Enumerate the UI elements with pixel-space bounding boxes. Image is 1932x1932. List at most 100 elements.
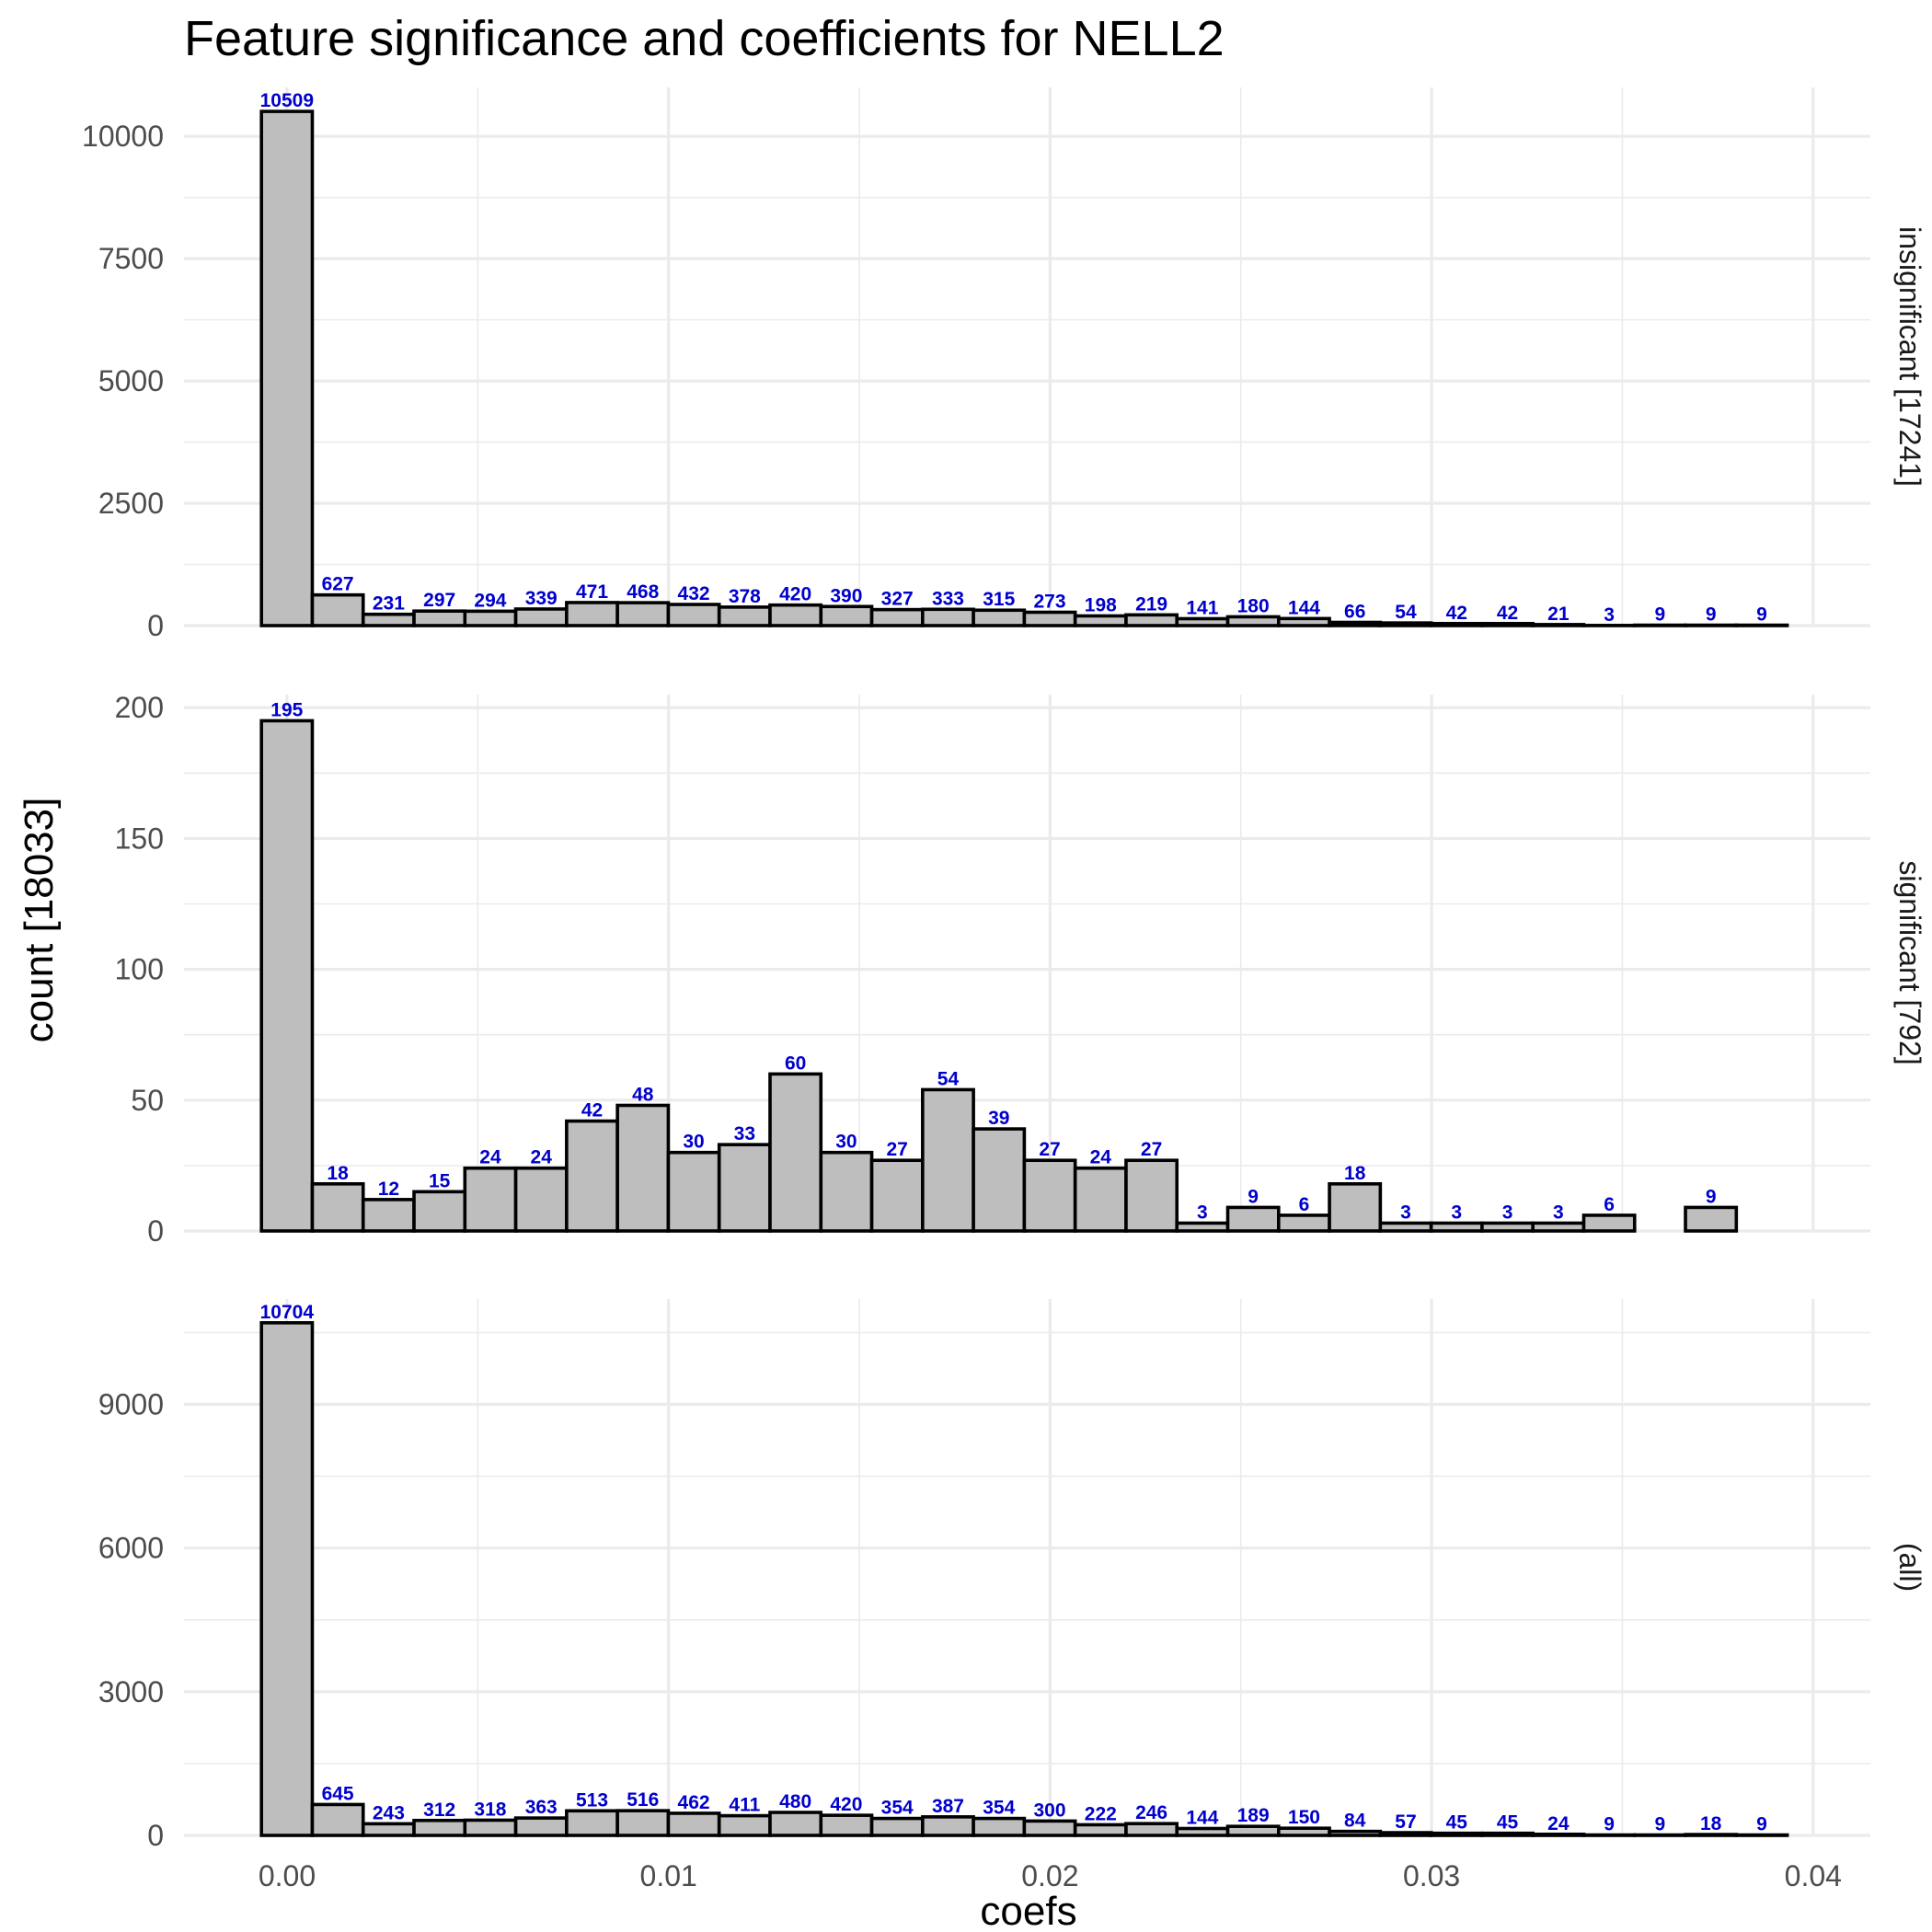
- x-tick-label: 0.03: [1403, 1859, 1460, 1892]
- histogram-bar: [1531, 1832, 1586, 1837]
- bar-count-label: 6: [1299, 1194, 1310, 1215]
- bar-count-label: 516: [627, 1789, 659, 1811]
- histogram-bar: [1378, 621, 1433, 627]
- bar-count-label: 10704: [260, 1302, 315, 1323]
- histogram-bar: [615, 601, 671, 627]
- histogram-bar: [310, 1182, 365, 1233]
- bar-count-label: 18: [1344, 1163, 1366, 1184]
- bar-count-label: 18: [327, 1163, 349, 1184]
- bar-count-label: 471: [576, 581, 608, 603]
- bar-count-label: 480: [779, 1791, 811, 1812]
- y-tick-label: 2500: [98, 487, 164, 520]
- bar-count-label: 45: [1497, 1812, 1519, 1834]
- histogram-bar: [259, 109, 315, 627]
- bar-count-label: 294: [474, 590, 506, 611]
- histogram-bar: [921, 1087, 975, 1233]
- bar-count-label: 363: [525, 1797, 558, 1818]
- histogram-bar: [1073, 1166, 1128, 1233]
- histogram-bar: [1480, 1831, 1535, 1837]
- histogram-bar: [1124, 613, 1179, 627]
- bar-count-label: 33: [734, 1123, 755, 1144]
- bar-count-label: 627: [322, 574, 354, 595]
- histogram-bar: [1480, 1221, 1535, 1233]
- histogram-bar: [1328, 1182, 1383, 1233]
- bar-count-label: 15: [429, 1170, 451, 1191]
- bar-count-label: 333: [932, 588, 964, 609]
- bar-count-label: 327: [881, 589, 914, 610]
- bar-count-label: 243: [373, 1802, 405, 1823]
- histogram-bar: [1276, 1826, 1331, 1837]
- bar-count-label: 339: [525, 588, 558, 609]
- histogram-bar: [666, 1150, 721, 1233]
- bar-count-label: 30: [835, 1132, 857, 1153]
- bar-count-label: 27: [1141, 1139, 1162, 1160]
- y-tick-label: 10000: [82, 120, 164, 153]
- histogram-bar: [1531, 623, 1586, 627]
- bar-count-label: 6: [1604, 1194, 1615, 1215]
- bar-count-label: 354: [881, 1798, 914, 1819]
- x-tick-label: 0.00: [259, 1859, 316, 1892]
- facet-panel-3: 0 3000 6000 9000 10704 645 243 312 318 363 513 516 4…: [98, 1299, 1926, 1852]
- bar-count-label: 3: [1451, 1202, 1462, 1223]
- histogram-bar: [615, 1809, 671, 1837]
- bar-count-label: 246: [1135, 1802, 1167, 1823]
- histogram-bar: [1378, 1831, 1433, 1837]
- histogram-bar: [1022, 1819, 1077, 1837]
- bar-count-label: 180: [1237, 595, 1270, 616]
- histogram-bar: [1022, 1158, 1077, 1233]
- facet-strip-label: insignificant [17241]: [1893, 226, 1926, 487]
- bar-count-label: 411: [729, 1795, 760, 1816]
- bar-count-label: 297: [423, 590, 455, 611]
- histogram-bar: [717, 605, 772, 627]
- bar-count-label: 219: [1135, 593, 1167, 615]
- y-tick-label: 0: [147, 1214, 164, 1248]
- bar-count-label: 315: [983, 589, 1015, 610]
- bar-count-label: 39: [988, 1108, 1009, 1129]
- bar-count-label: 432: [678, 583, 710, 604]
- histogram-bar: [1175, 1221, 1230, 1233]
- bar-count-label: 195: [270, 699, 303, 720]
- histogram-bar: [463, 1818, 518, 1837]
- histogram-bar: [819, 1150, 874, 1233]
- bar-count-label: 150: [1288, 1807, 1320, 1828]
- bar-count-label: 9: [1604, 1814, 1615, 1835]
- bar-count-label: 3: [1502, 1202, 1513, 1223]
- bar-count-label: 27: [1039, 1139, 1060, 1160]
- bar-count-label: 66: [1344, 601, 1365, 622]
- bar-count-label: 378: [729, 586, 761, 607]
- bar-count-label: 54: [937, 1068, 960, 1089]
- bar-count-label: 3: [1604, 604, 1615, 626]
- bar-count-label: 21: [1547, 604, 1570, 625]
- y-tick-label: 150: [115, 822, 164, 855]
- bar-count-label: 273: [1034, 591, 1066, 612]
- y-axis-title: count [18033]: [17, 798, 62, 1043]
- histogram-bar: [361, 1198, 416, 1233]
- histogram-bar: [513, 607, 569, 627]
- histogram-bar: [1225, 1205, 1281, 1233]
- bar-count-label: 24: [1547, 1813, 1570, 1834]
- histogram-bar: [1124, 1158, 1179, 1233]
- histogram-bar: [869, 1158, 925, 1233]
- histogram-bar: [1378, 1221, 1433, 1233]
- bar-count-label: 9: [1706, 604, 1717, 626]
- bar-count-label: 144: [1288, 597, 1320, 618]
- bar-count-label: 3: [1553, 1202, 1564, 1223]
- histogram-bar: [361, 1822, 416, 1837]
- bar-count-label: 645: [322, 1783, 354, 1804]
- bar-count-label: 60: [785, 1052, 806, 1074]
- bar-count-label: 318: [474, 1799, 506, 1820]
- histogram-bar: [565, 601, 619, 627]
- histogram-bar: [565, 1809, 619, 1837]
- y-tick-label: 0: [147, 1819, 164, 1852]
- bar-count-label: 390: [830, 585, 862, 606]
- histogram-bar: [1684, 1833, 1739, 1837]
- bar-count-label: 387: [932, 1796, 964, 1817]
- bar-count-label: 9: [1655, 604, 1666, 626]
- bar-count-label: 3: [1197, 1202, 1208, 1223]
- bar-count-label: 10509: [260, 90, 314, 111]
- histogram-bar: [1124, 1822, 1179, 1837]
- histogram-bar: [259, 719, 315, 1233]
- histogram-bar: [1429, 1221, 1484, 1233]
- histogram-bar: [768, 1811, 823, 1837]
